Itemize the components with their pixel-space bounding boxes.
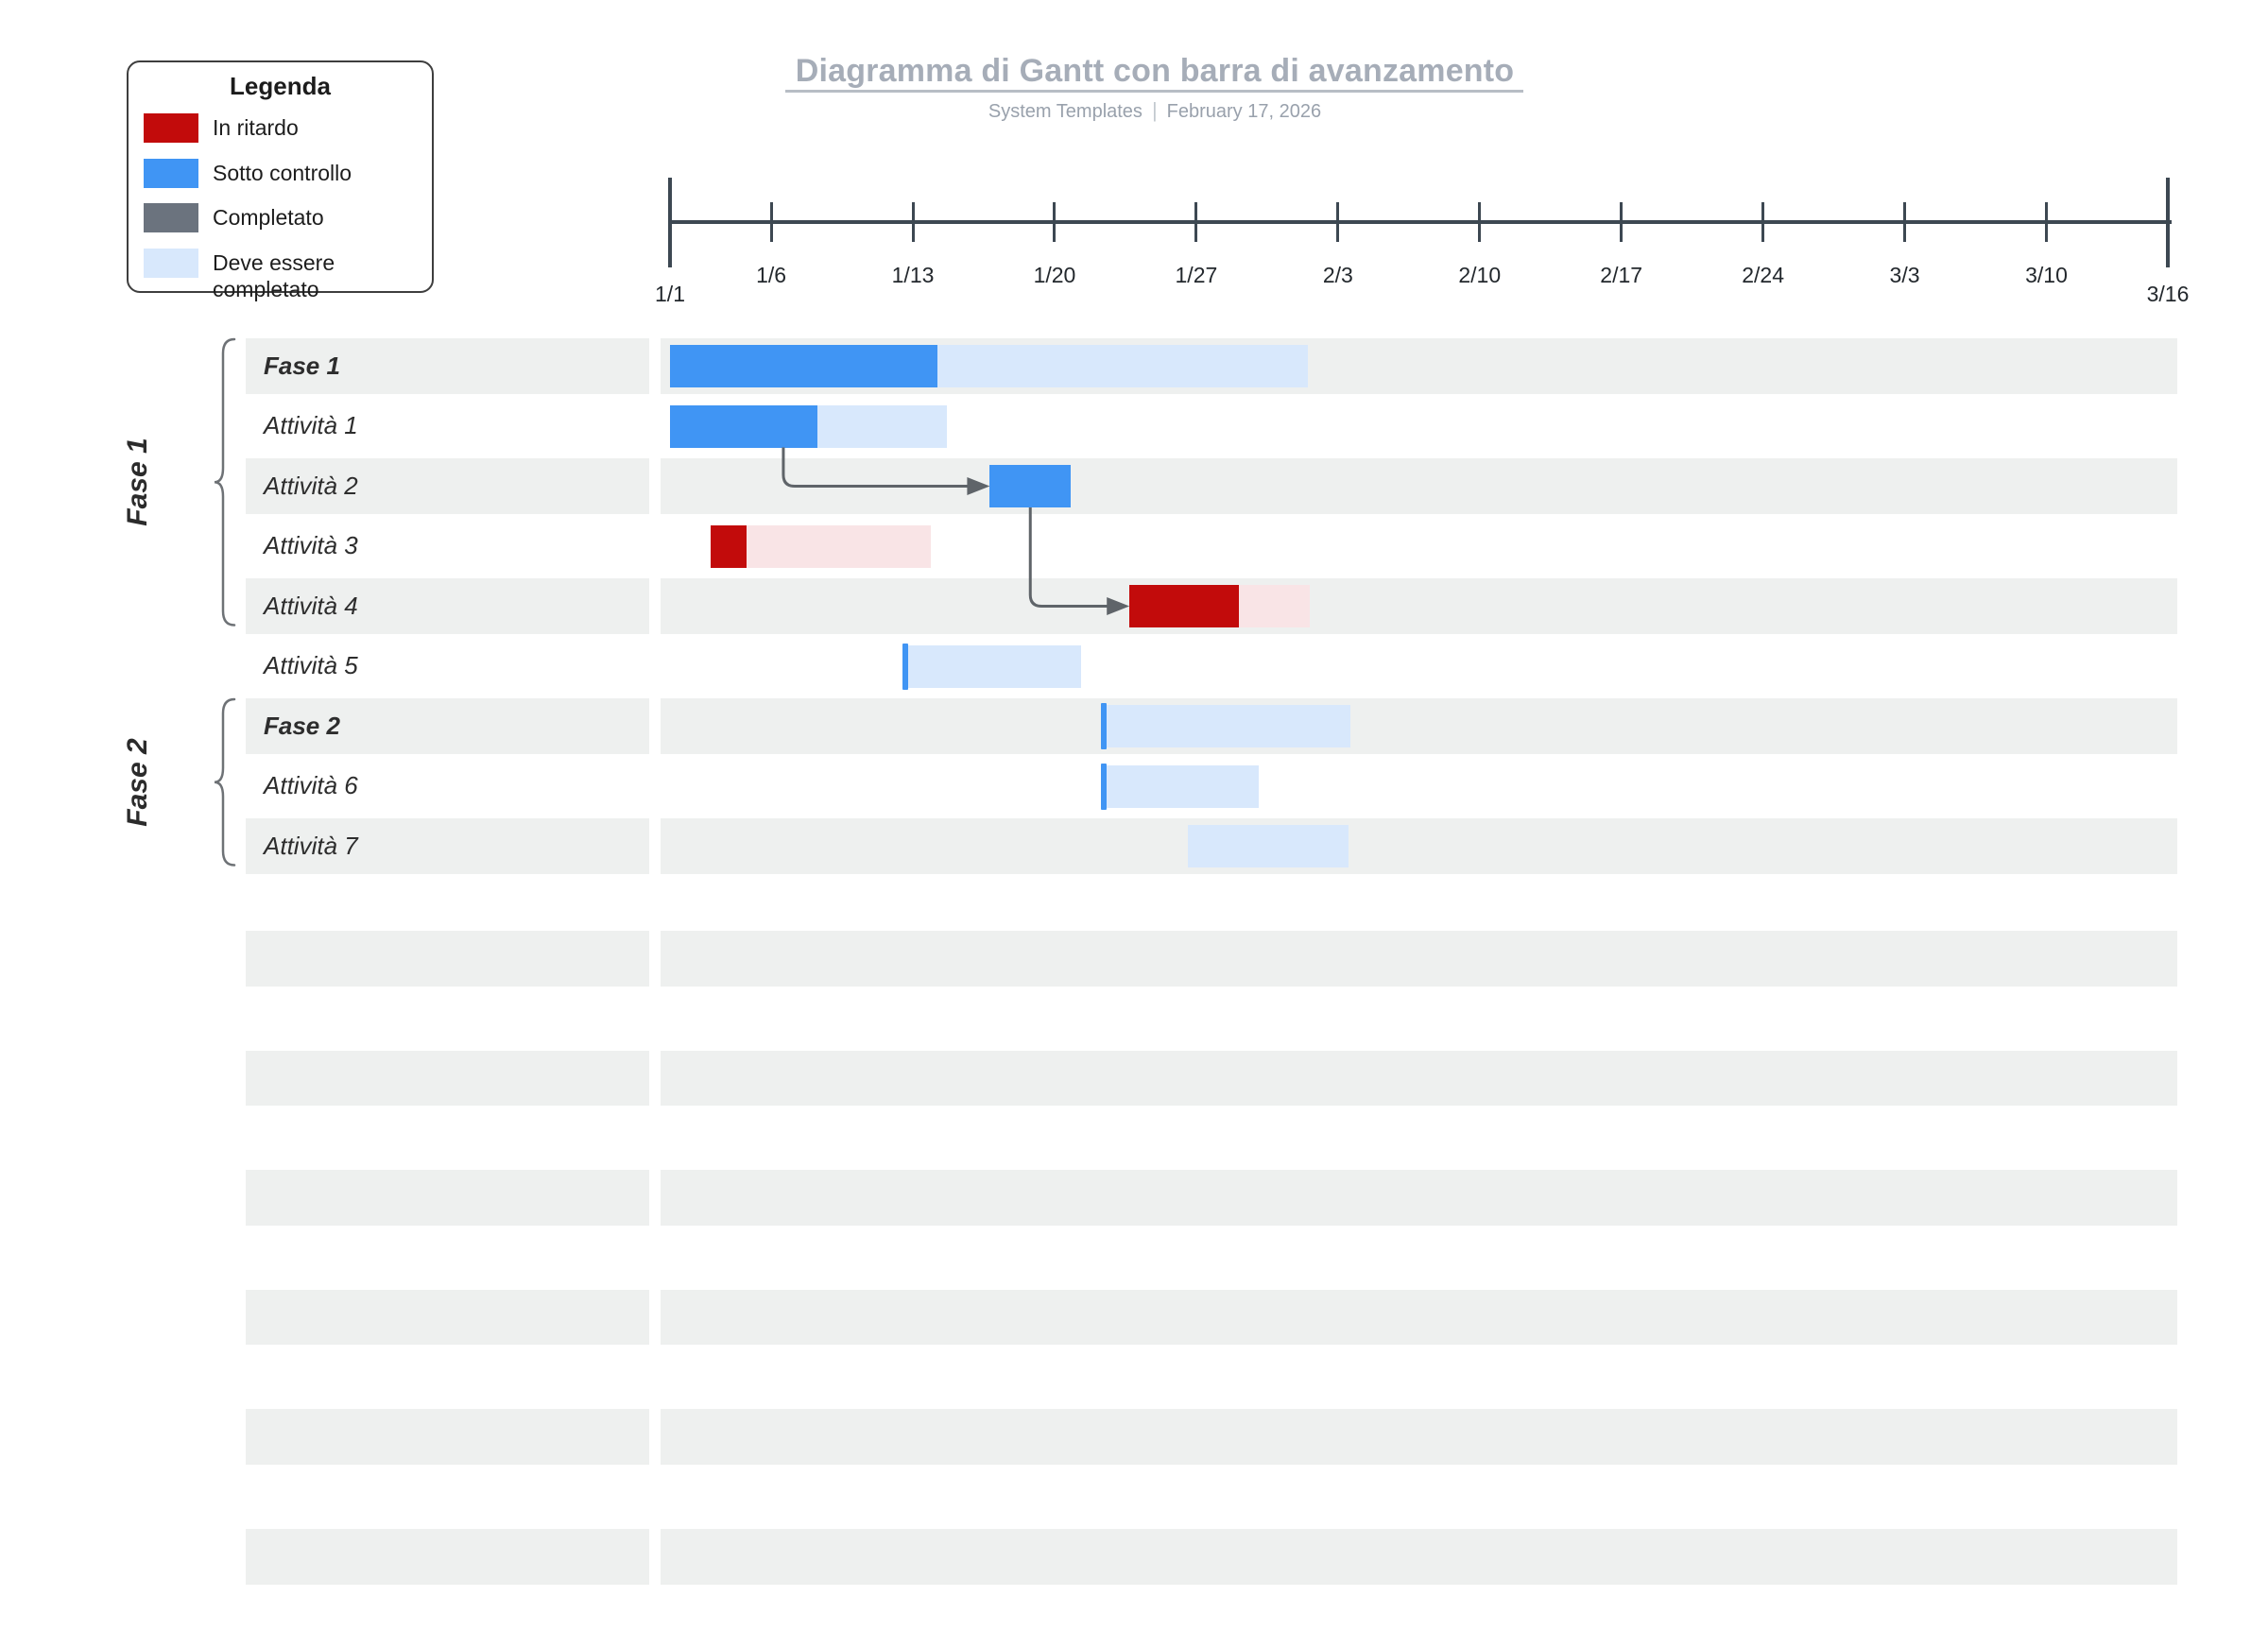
empty-row-chart-bg [661,931,2177,987]
row-label-attività-3: Attività 3 [264,531,358,560]
subtitle-separator: | [1151,98,1158,122]
axis-tick-label-1/20: 1/20 [1033,263,1076,287]
page-title: Diagramma di Gantt con barra di avanzame… [795,53,1515,89]
row-label-attività-6: Attività 6 [264,771,358,800]
task-bar-progress[interactable] [670,404,818,448]
row-label-bg [246,818,649,874]
row-chart-bg [661,458,2177,514]
axis-baseline [670,220,2172,224]
legend-item-in-ritardo: In ritardo [144,113,418,159]
empty-row-label-bg [246,1409,649,1465]
task-bar-planned[interactable] [1101,764,1260,808]
axis-tick-label-1/6: 1/6 [756,263,787,287]
empty-row-label-bg [246,1529,649,1585]
empty-row-chart-bg [661,1050,2177,1107]
axis-tick-1/13 [911,202,915,242]
page-subtitle: System Templates | February 17, 2026 [777,98,1533,123]
axis-tick-label-2/17: 2/17 [1600,263,1643,287]
axis-tick-label-3/3: 3/3 [1889,263,1920,287]
axis-end-tick-1/1 [668,178,672,267]
group-brace [214,697,236,867]
task-bar-planned[interactable] [902,644,1081,688]
deve-essere-completato-swatch [144,248,198,278]
task-bar-planned[interactable] [710,524,932,568]
start-marker[interactable] [1101,763,1107,810]
axis-end-label-1/1: 1/1 [655,282,685,306]
task-bar-progress[interactable] [989,465,1072,507]
sotto-controllo-swatch [144,158,198,188]
start-marker[interactable] [902,643,908,690]
empty-row-label-bg [246,1289,649,1346]
empty-row-label-bg [246,1050,649,1107]
group-label-fase-2: Fase 2 [122,738,153,827]
legend-item-sotto-controllo: Sotto controllo [144,158,418,204]
empty-row-chart-bg [661,1289,2177,1346]
row-label-attività-4: Attività 4 [264,591,358,620]
row-chart-bg [661,578,2177,634]
axis-tick-2/24 [1761,202,1765,242]
empty-row-chart-bg [661,1170,2177,1226]
legend-item-label: In ritardo [213,115,299,140]
axis-tick-2/3 [1336,202,1340,242]
axis-tick-3/10 [2044,202,2048,242]
empty-row-chart-bg [661,1409,2177,1465]
axis-end-tick-3/16 [2166,178,2170,267]
legend-item-deve-essere-completato: Deve essere completato [144,248,418,301]
legend: Legenda In ritardo Sotto controllo Complet… [127,60,434,301]
header-date: February 17, 2026 [1166,101,1322,122]
axis-tick-label-1/13: 1/13 [891,263,935,287]
task-bar-progress[interactable] [670,345,937,387]
axis-tick-1/20 [1053,202,1057,242]
axis-tick-label-2/3: 2/3 [1322,263,1353,287]
row-label-bg [246,338,649,394]
row-label-bg [246,458,649,514]
row-chart-bg [661,818,2177,874]
legend-item-label: Completato [213,205,324,231]
axis-tick-label-2/10: 2/10 [1458,263,1502,287]
group-brace [214,337,236,627]
legend-title: Legenda [230,72,331,100]
axis-tick-1/27 [1194,202,1198,242]
page-header: Diagramma di Gantt con barra di avanzame… [777,53,1533,90]
empty-row-label-bg [246,1170,649,1226]
row-label-attività-2: Attività 2 [264,471,358,500]
row-label-bg [246,698,649,754]
row-label-fase-1: Fase 1 [264,351,340,380]
row-chart-bg [661,698,2177,754]
axis-tick-2/10 [1478,202,1482,242]
byline: System Templates [988,101,1143,122]
start-marker[interactable] [1101,703,1107,749]
empty-row-label-bg [246,931,649,987]
completato-swatch [144,203,198,233]
axis-end-label-3/16: 3/16 [2146,282,2190,306]
row-label-fase-2: Fase 2 [264,711,340,740]
in-ritardo-swatch [144,113,198,143]
axis-tick-label-3/10: 3/10 [2025,263,2068,287]
axis-tick-label-1/27: 1/27 [1175,263,1218,287]
row-label-attività-7: Attività 7 [264,831,358,860]
row-label-bg [246,578,649,634]
row-label-attività-1: Attività 1 [264,411,358,440]
group-label-fase-1: Fase 1 [122,438,153,526]
task-bar-planned[interactable] [1188,825,1349,867]
legend-item-completato: Completato [144,203,418,249]
axis-tick-label-2/24: 2/24 [1742,263,1785,287]
task-bar-planned[interactable] [1101,705,1350,747]
legend-item-label: Deve essere completato [213,249,335,301]
row-label-attività-5: Attività 5 [264,651,358,680]
axis-tick-2/17 [1620,202,1624,242]
legend-item-label: Sotto controllo [213,160,352,185]
task-bar-progress[interactable] [710,524,747,568]
axis-tick-1/6 [769,202,773,242]
empty-row-chart-bg [661,1529,2177,1585]
title-underline [785,90,1523,93]
axis-tick-3/3 [1903,202,1907,242]
task-bar-progress[interactable] [1129,585,1239,627]
